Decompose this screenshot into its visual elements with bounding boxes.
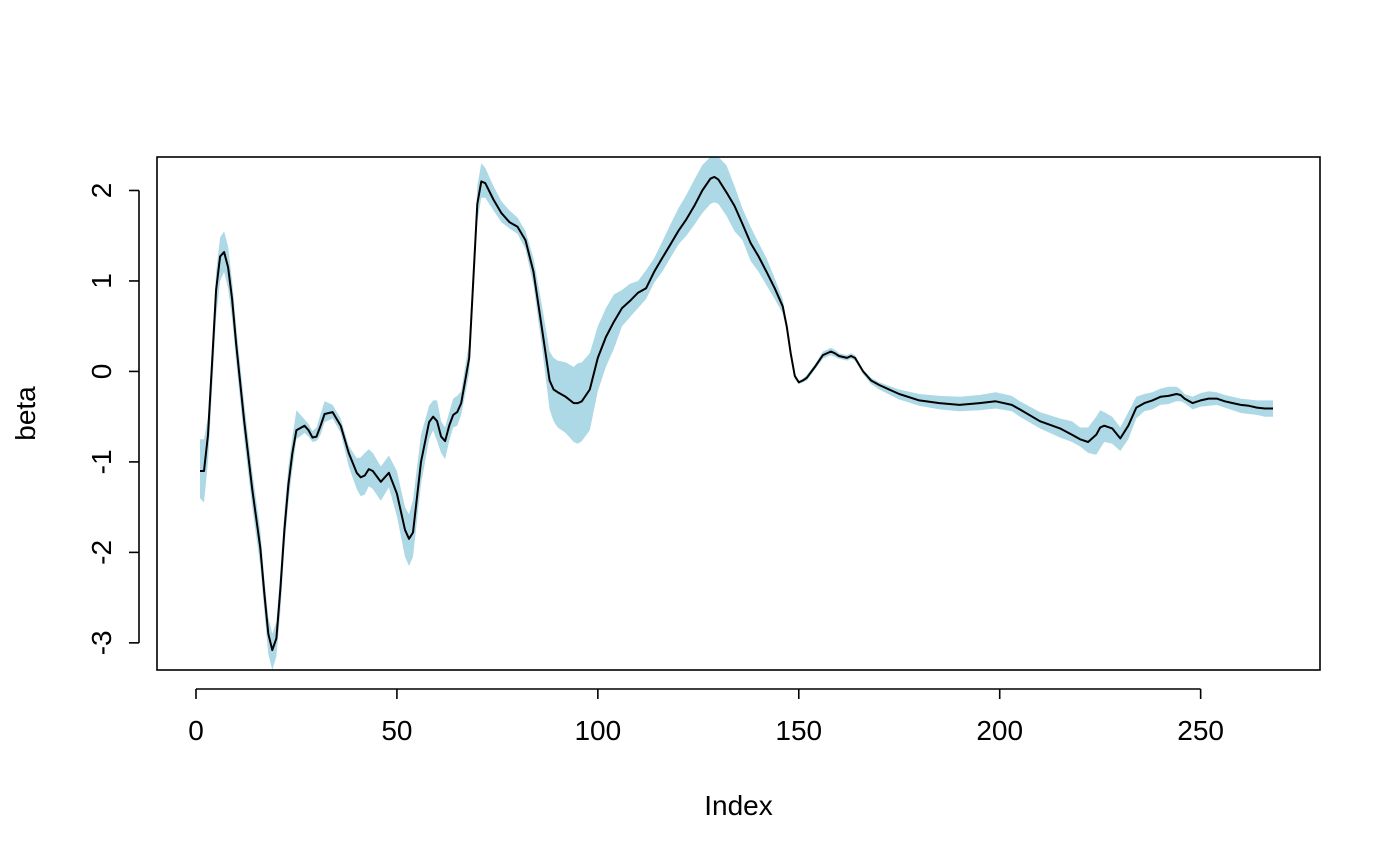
x-tick-label: 200 (976, 715, 1023, 746)
plot-frame (156, 156, 1321, 671)
x-axis-title: Index (704, 790, 773, 821)
x-tick-label: 250 (1177, 715, 1224, 746)
y-axis-title: beta (10, 386, 41, 441)
y-tick-label: 0 (86, 364, 117, 380)
confidence-band (200, 157, 1273, 670)
y-axis: -3 -2 -1 0 1 2 (86, 183, 140, 655)
x-tick-label: 150 (775, 715, 822, 746)
plot-area (200, 157, 1273, 670)
x-tick-label: 50 (381, 715, 412, 746)
y-tick-label: -3 (86, 630, 117, 655)
x-tick-label: 100 (574, 715, 621, 746)
y-tick-label: -1 (86, 449, 117, 474)
y-tick-label: -2 (86, 540, 117, 565)
y-tick-label: 1 (86, 273, 117, 289)
y-tick-label: 2 (86, 183, 117, 199)
series-line-beta (200, 175, 1273, 652)
x-axis: 0 50 100 150 200 250 (188, 688, 1224, 746)
x-tick-label: 0 (188, 715, 204, 746)
